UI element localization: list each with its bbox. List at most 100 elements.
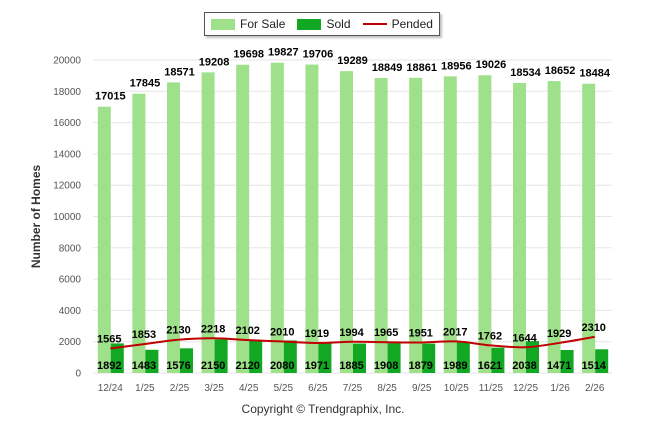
for-sale-data-label: 18849: [372, 62, 403, 74]
for-sale-bar: [97, 106, 111, 374]
sold-bar: [422, 343, 436, 373]
sold-bar: [456, 341, 470, 373]
y-tick-label: 18000: [53, 87, 81, 98]
y-tick-label: 0: [75, 369, 81, 380]
sold-bar: [387, 343, 401, 373]
pended-data-label: 1644: [512, 332, 537, 344]
pended-data-label: 1994: [339, 327, 364, 339]
sold-swatch-icon: [297, 18, 322, 30]
sold-data-label: 2150: [201, 360, 225, 372]
x-tick-label: 7/25: [343, 383, 363, 394]
pended-line: [110, 335, 595, 350]
for-sale-data-label: 18861: [406, 62, 437, 74]
x-tick-label: 11/25: [479, 383, 504, 394]
pended-data-label: 1965: [374, 327, 398, 339]
sold-data-label: 1879: [408, 360, 432, 372]
sold-bar: [283, 340, 297, 373]
for-sale-bar: [513, 82, 526, 373]
sold-data-label: 2080: [270, 360, 294, 372]
x-tick-label: 12/25: [513, 383, 538, 394]
y-tick-label: 16000: [53, 118, 81, 129]
pended-data-label: 2130: [166, 325, 190, 337]
sold-data-label: 1971: [305, 360, 329, 372]
x-tick-label: 1/25: [135, 383, 155, 394]
pended-data-label: 2017: [443, 326, 467, 338]
legend-item-sold[interactable]: Sold: [297, 17, 351, 31]
x-tick-label: 8/25: [377, 383, 397, 394]
legend-item-pended[interactable]: Pended: [362, 17, 433, 31]
x-tick-label: 9/25: [412, 383, 432, 394]
sold-data-label: 2038: [512, 360, 536, 372]
for-sale-data-label: 17845: [130, 78, 161, 90]
y-axis-title: Number of Homes: [29, 165, 43, 269]
for-sale-bar: [270, 62, 284, 373]
y-tick-label: 20000: [53, 56, 81, 67]
for-sale-data-label: 18484: [579, 68, 610, 80]
for-sale-data-label: 19289: [337, 55, 368, 67]
sold-bar: [145, 349, 159, 373]
pended-data-label: 2010: [270, 327, 294, 339]
x-tick-label: 12/24: [98, 383, 123, 394]
for-sale-bar: [201, 72, 215, 373]
y-tick-label: 2000: [59, 337, 82, 348]
for-sale-bar: [305, 64, 319, 373]
for-sale-bar: [374, 78, 388, 373]
for-sale-bar: [236, 64, 250, 373]
x-tick-label: 1/26: [550, 383, 570, 394]
sold-data-label: 1471: [547, 360, 571, 372]
sold-bar: [491, 347, 505, 373]
chart-legend: For Sale Sold Pended: [204, 12, 440, 36]
x-tick-label: 4/25: [239, 383, 259, 394]
x-tick-label: 3/25: [204, 383, 224, 394]
pended-data-label: 2310: [581, 322, 605, 334]
for-sale-bar: [478, 75, 492, 373]
y-tick-label: 4000: [59, 306, 82, 317]
x-tick-label: 6/25: [308, 383, 328, 394]
x-tick-label: 10/25: [444, 383, 469, 394]
pended-data-label: 2218: [201, 323, 225, 335]
sold-data-label: 1621: [478, 360, 502, 372]
pended-data-label: 1929: [547, 328, 571, 340]
for-sale-data-label: 19827: [268, 47, 299, 59]
sold-bar: [595, 349, 609, 373]
y-tick-label: 12000: [53, 181, 81, 192]
sold-bar: [180, 348, 193, 373]
sold-data-label: 1483: [132, 360, 156, 372]
legend-label-for-sale: For Sale: [240, 17, 286, 31]
for-sale-data-label: 19026: [476, 59, 507, 71]
for-sale-bar: [547, 81, 561, 374]
pended-data-label: 2102: [235, 325, 259, 337]
for-sale-bar: [443, 76, 457, 374]
sold-bar: [560, 349, 574, 373]
for-sale-data-label: 18534: [510, 67, 541, 79]
for-sale-data-label: 19208: [199, 56, 230, 68]
pended-swatch-icon: [362, 23, 387, 25]
sold-data-label: 1892: [97, 360, 121, 372]
sold-bar: [249, 339, 263, 373]
y-tick-label: 14000: [53, 149, 81, 160]
for-sale-bar: [132, 93, 146, 373]
for-sale-data-label: 18956: [441, 60, 472, 72]
for-sale-data-label: 17015: [95, 91, 126, 103]
for-sale-bar: [340, 71, 353, 374]
pended-data-label: 1762: [478, 330, 502, 342]
sold-bar: [110, 343, 124, 373]
for-sale-data-label: 18571: [164, 66, 195, 78]
sold-bar: [318, 342, 332, 373]
sold-data-label: 1576: [166, 360, 190, 372]
sold-bar: [526, 341, 539, 373]
for-sale-bar: [167, 82, 180, 373]
sold-data-label: 1989: [443, 360, 467, 372]
legend-label-pended: Pended: [391, 17, 433, 31]
x-tick-label: 2/25: [170, 383, 190, 394]
for-sale-bar: [582, 83, 596, 373]
x-tick-label: 5/25: [274, 383, 294, 394]
legend-label-sold: Sold: [326, 17, 351, 31]
y-tick-label: 6000: [59, 275, 82, 286]
sold-data-label: 1514: [581, 360, 606, 372]
for-sale-bar: [409, 77, 423, 373]
legend-item-for-sale[interactable]: For Sale: [211, 17, 285, 31]
x-tick-label: 2/26: [585, 383, 605, 394]
